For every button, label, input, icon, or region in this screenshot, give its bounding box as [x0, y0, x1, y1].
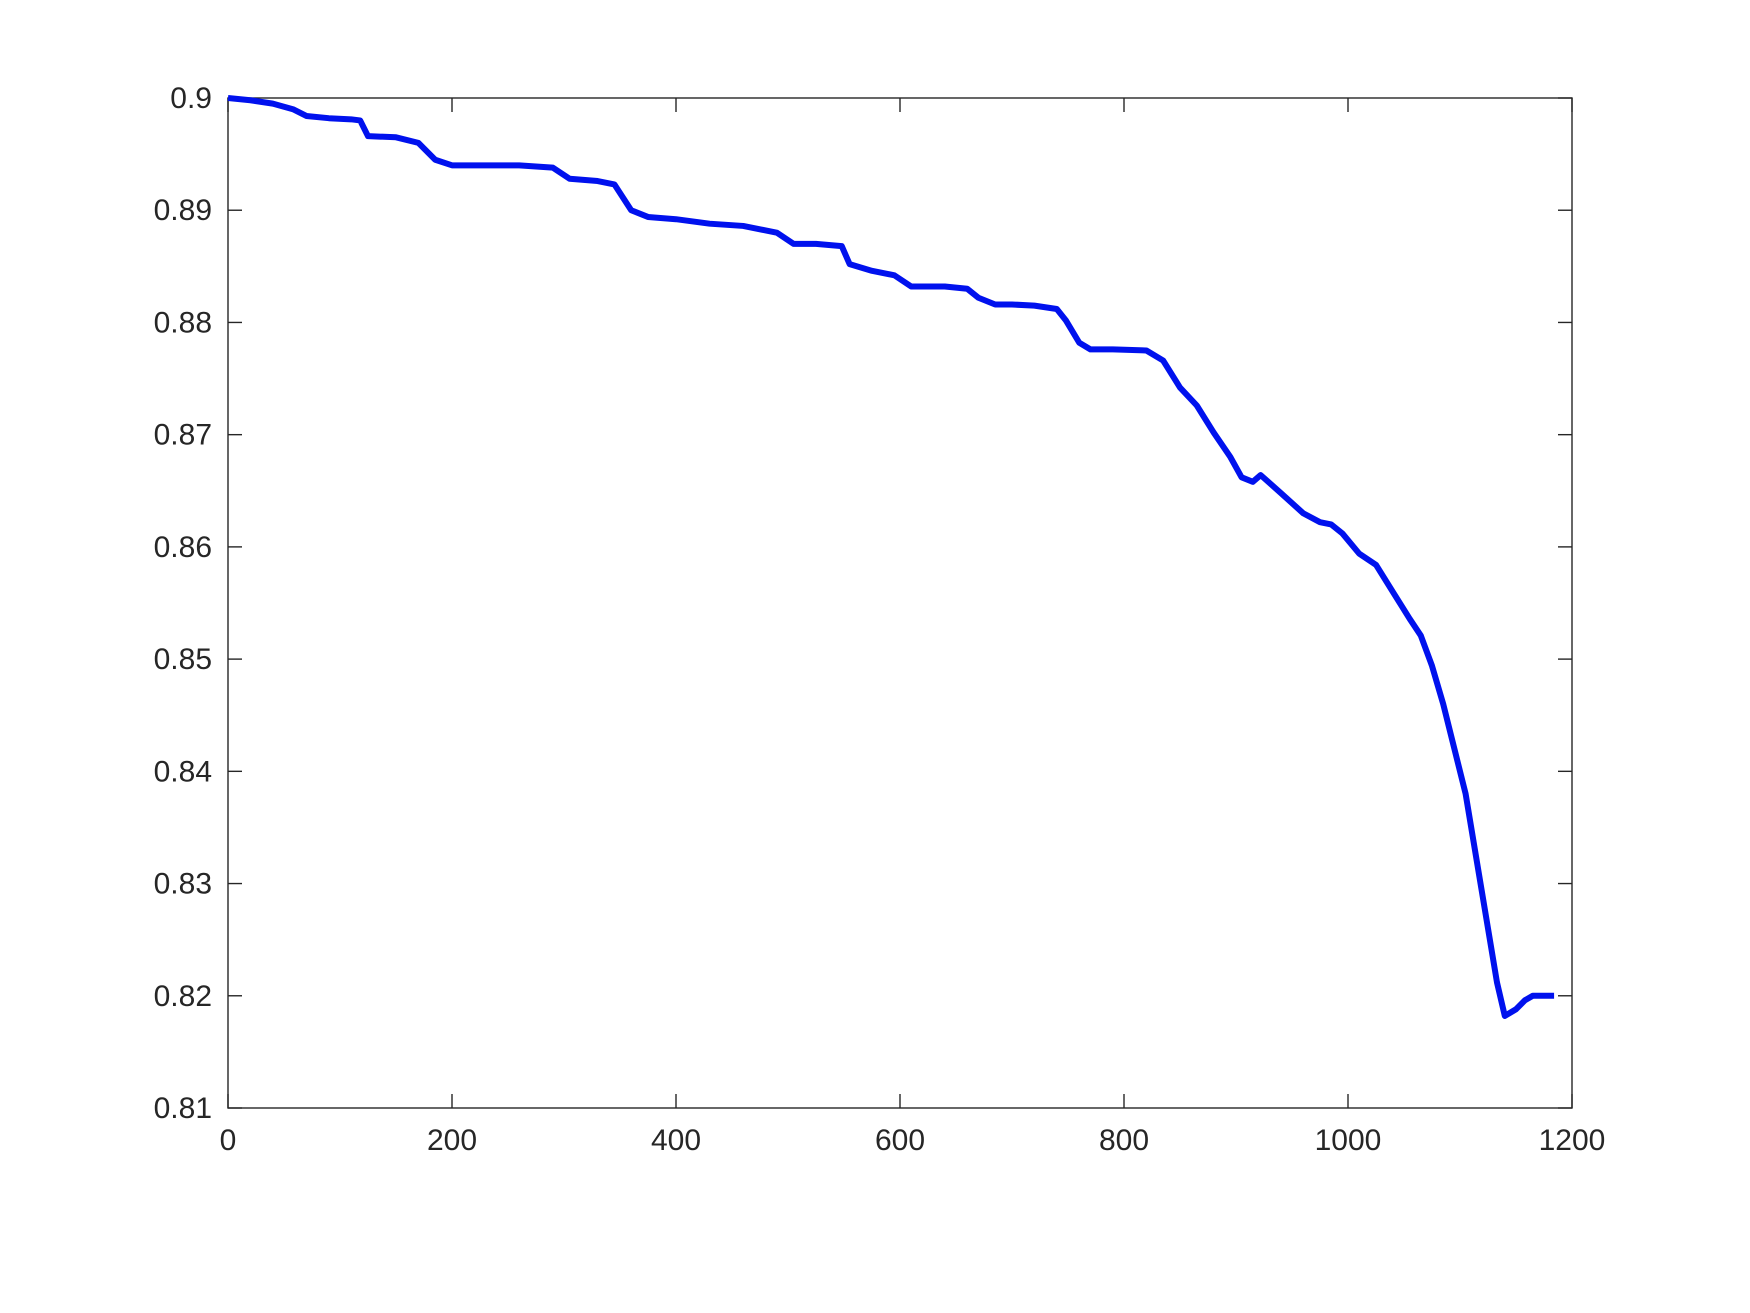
x-tick-label: 1000: [1315, 1124, 1382, 1157]
x-tick-label: 400: [651, 1124, 701, 1157]
x-tick-label: 0: [220, 1124, 237, 1157]
y-tick-label: 0.9: [170, 82, 212, 115]
y-tick-label: 0.84: [154, 755, 212, 788]
y-tick-label: 0.88: [154, 306, 212, 339]
y-tick-label: 0.86: [154, 531, 212, 564]
data-line: [228, 98, 1554, 1016]
y-tick-label: 0.82: [154, 980, 212, 1013]
x-tick-label: 1200: [1539, 1124, 1606, 1157]
y-tick-label: 0.81: [154, 1092, 212, 1125]
line-chart: 0 200 400 600 800 1000 1200 0.81 0.82 0.83 0.84 0.8…: [0, 0, 1750, 1313]
y-tick-label: 0.89: [154, 194, 212, 227]
x-tick-label: 600: [875, 1124, 925, 1157]
chart-svg: 0 200 400 600 800 1000 1200 0.81 0.82 0.83 0.84 0.8…: [0, 0, 1750, 1313]
y-tick-label: 0.87: [154, 419, 212, 452]
y-tick-label: 0.83: [154, 868, 212, 901]
y-tick-label: 0.85: [154, 643, 212, 676]
x-tick-label: 200: [427, 1124, 477, 1157]
x-tick-label: 800: [1099, 1124, 1149, 1157]
